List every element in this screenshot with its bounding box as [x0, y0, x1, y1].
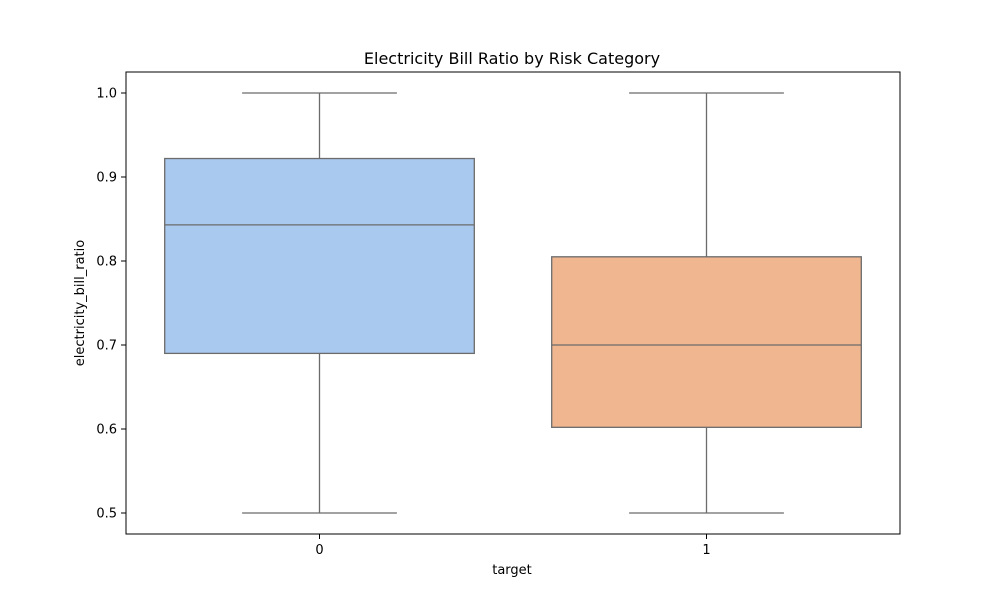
box-group-0 — [164, 92, 475, 514]
iqr-box — [551, 256, 862, 428]
plot-area — [164, 92, 862, 514]
y-tick-label: 0.7 — [96, 339, 117, 354]
x-axis-label: target — [492, 563, 532, 578]
y-tick-label: 1.0 — [96, 87, 117, 102]
y-tick-label: 0.5 — [96, 507, 117, 522]
iqr-box — [164, 157, 475, 355]
y-axis-label: electricity_bill_ratio — [73, 240, 88, 366]
x-tick-label: 0 — [315, 543, 323, 558]
chart-title: Electricity Bill Ratio by Risk Category — [364, 49, 660, 68]
axes: 0 1 0.5 0.6 0.7 0.8 0.9 1.0 — [96, 87, 710, 559]
x-tick-label: 1 — [702, 543, 710, 558]
y-tick-label: 0.6 — [96, 423, 117, 438]
plot-frame — [125, 71, 901, 535]
y-tick-label: 0.9 — [96, 171, 117, 186]
y-tick-label: 0.8 — [96, 255, 117, 270]
box-group-1 — [551, 92, 862, 514]
